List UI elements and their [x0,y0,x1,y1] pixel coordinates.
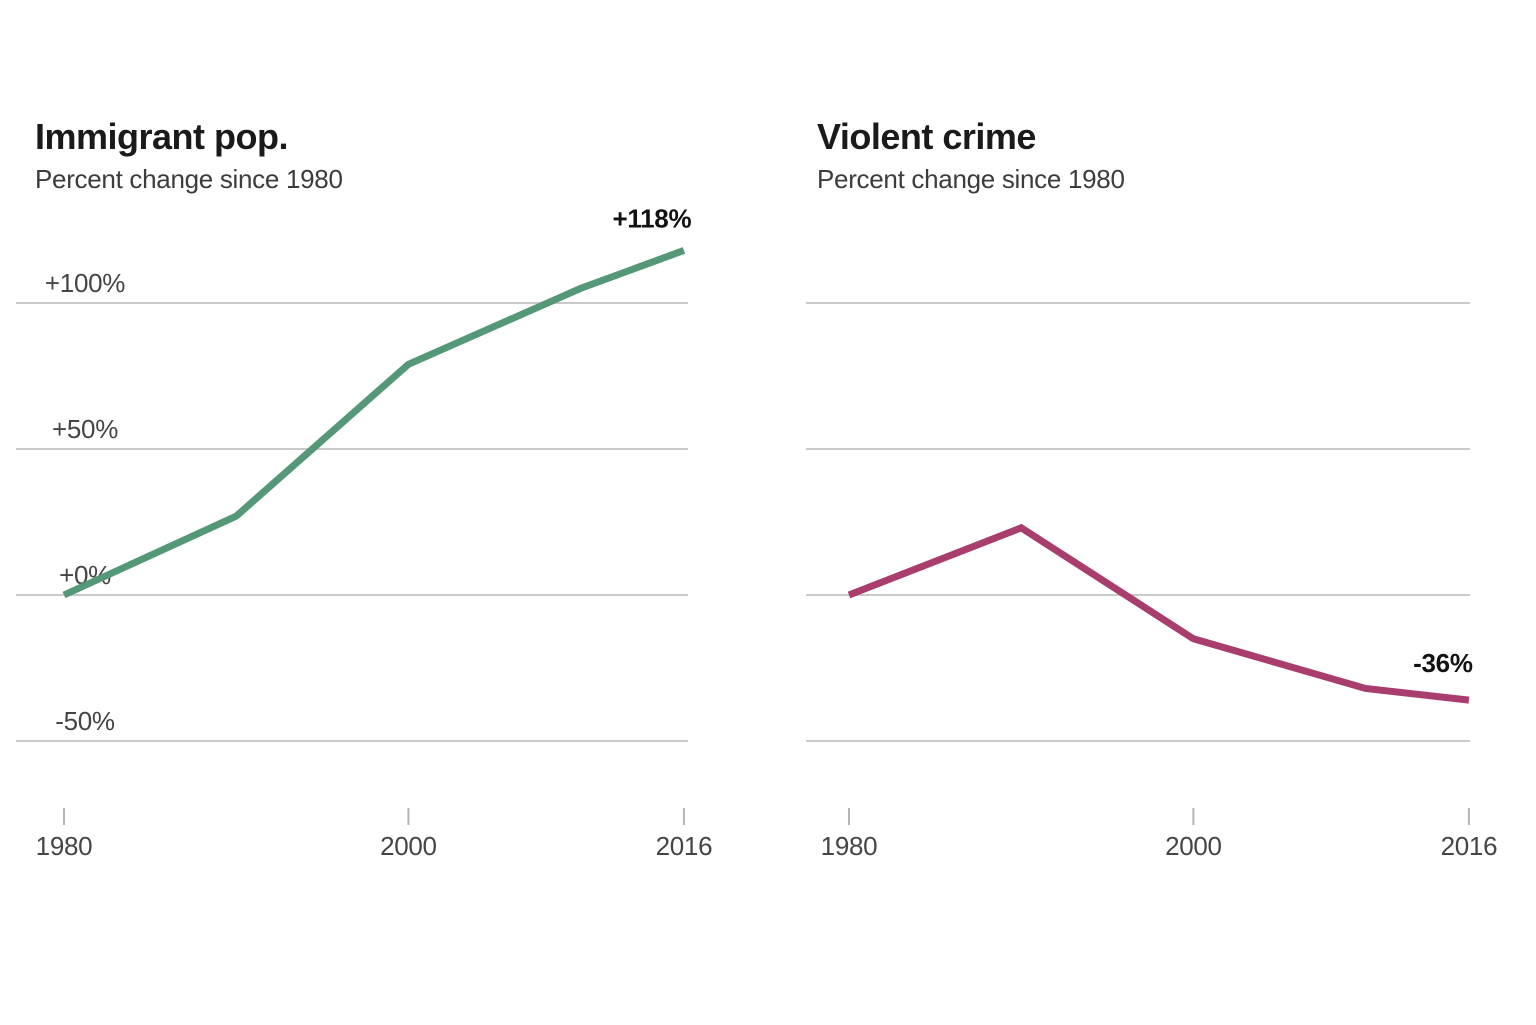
chart-immigrant-pop: Immigrant pop. Percent change since 1980… [16,116,713,861]
data-line [62,247,686,599]
chart-title: Violent crime [817,116,1036,157]
x-axis-label: 2000 [1165,831,1222,861]
end-value-annotation: +118% [613,204,692,234]
chart-subtitle: Percent change since 1980 [35,164,343,194]
x-axis-label: 1980 [36,831,93,861]
y-axis-label: +100% [45,268,125,298]
chart-title: Immigrant pop. [35,116,289,157]
end-value-annotation: -36% [1413,648,1473,678]
violent-crime-plot: 1980 2000 2016 -36% [806,302,1498,861]
chart-violent-crime: Violent crime Percent change since 1980 … [780,0,1536,1025]
x-axis-label: 2000 [380,831,437,861]
data-line [847,523,1470,704]
x-axis-label: 2016 [1441,831,1498,861]
chart-subtitle: Percent change since 1980 [817,164,1125,194]
x-axis-label: 1980 [821,831,878,861]
y-axis-label: +50% [52,414,118,444]
x-axis-label: 2016 [656,831,713,861]
y-axis-label: -50% [55,706,115,736]
immigrant-pop-plot: +100%+50%+0%-50%1980 2000 2016+118% [16,204,713,861]
